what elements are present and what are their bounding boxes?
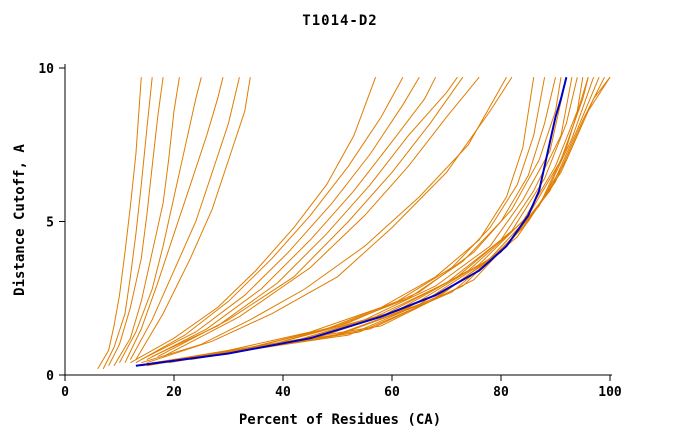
model-curve-model-11: [141, 76, 420, 361]
model-curve-model-22: [168, 77, 578, 364]
highlight-curve-best-model: [135, 76, 568, 367]
model-curve-model-18: [146, 77, 556, 367]
model-curve-model-07: [129, 77, 240, 360]
model-curve-model-04: [113, 77, 180, 367]
y-tick-label-10: 10: [38, 62, 54, 77]
x-axis-label: Percent of Residues (CA): [238, 412, 442, 428]
model-curve-model-19: [152, 77, 562, 364]
x-tick-label-60: 60: [384, 385, 400, 400]
model-curve-model-10: [135, 76, 404, 364]
x-tick-label-20: 20: [166, 385, 182, 400]
model-curve-model-30: [212, 76, 611, 354]
model-curve-model-08: [135, 77, 251, 360]
x-tick-label-100: 100: [598, 385, 622, 400]
y-tick-label-0: 0: [46, 369, 54, 384]
x-tick-label-40: 40: [275, 385, 291, 400]
model-curve-model-01: [97, 77, 142, 370]
model-curve-model-28: [201, 76, 605, 358]
x-tick-label-80: 80: [493, 385, 509, 400]
x-tick-label-0: 0: [61, 385, 69, 400]
model-curve-model-14: [157, 76, 464, 358]
model-curve-model-13: [151, 76, 458, 358]
chart-title: T1014-D2: [302, 13, 378, 29]
model-curve-model-03: [108, 77, 164, 367]
model-curve-model-16: [135, 77, 535, 367]
model-curve-model-32: [146, 76, 513, 364]
model-curve-model-02: [102, 77, 153, 370]
y-tick-label-5: 5: [46, 216, 54, 231]
model-curve-model-09: [130, 77, 377, 364]
model-curve-model-24: [179, 77, 589, 361]
model-curve-model-12: [146, 76, 437, 361]
model-curve-model-15: [162, 76, 480, 358]
model-curve-model-06: [124, 77, 224, 363]
model-curve-model-29: [206, 76, 611, 358]
model-curve-model-26: [190, 77, 595, 361]
model-curve-model-05: [119, 77, 202, 363]
